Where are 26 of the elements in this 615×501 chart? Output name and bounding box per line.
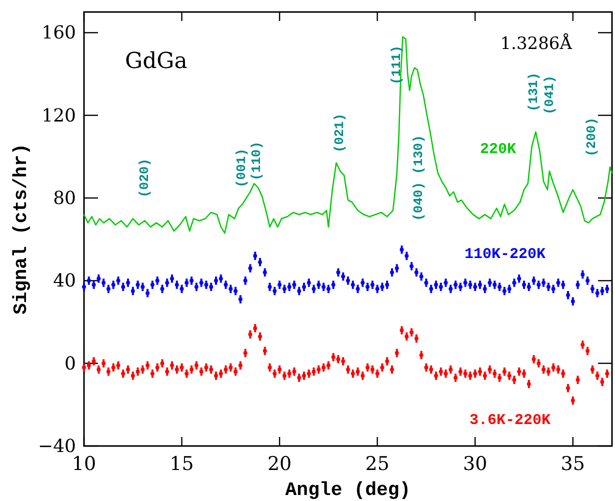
x-tick-label: 15 (170, 453, 194, 475)
series-label: 3.6K-220K (469, 412, 551, 429)
y-tick-label: 40 (53, 270, 76, 292)
y-tick-label: 160 (42, 22, 76, 44)
x-tick-label: 35 (560, 453, 585, 475)
annotation: (020) (137, 158, 152, 198)
annotation: (131) (526, 72, 541, 112)
x-tick-label: 30 (463, 453, 488, 475)
annotation: (111) (389, 45, 404, 85)
y-tick-label: 0 (64, 353, 76, 374)
annotation: (200) (584, 117, 599, 157)
y-tick-label: 120 (42, 105, 76, 126)
annotation: (001) (234, 148, 249, 188)
annotation: (110) (249, 141, 264, 181)
x-tick-label: 25 (365, 453, 390, 475)
y-axis-title: Signal (cts/hr) (10, 143, 32, 315)
y-tick-label: 80 (53, 188, 76, 209)
series-label: 220K (480, 141, 516, 158)
series-label: 110K-220K (464, 246, 546, 263)
x-axis-title: Angle (deg) (285, 479, 411, 501)
annotation: 1.3286Å (500, 33, 573, 54)
annotation: (040) (130) (411, 135, 426, 221)
annotation: (021) (332, 113, 347, 153)
annotation: (041) (542, 75, 557, 115)
x-tick-label: 20 (267, 453, 292, 475)
annotation: GdGa (125, 49, 188, 74)
